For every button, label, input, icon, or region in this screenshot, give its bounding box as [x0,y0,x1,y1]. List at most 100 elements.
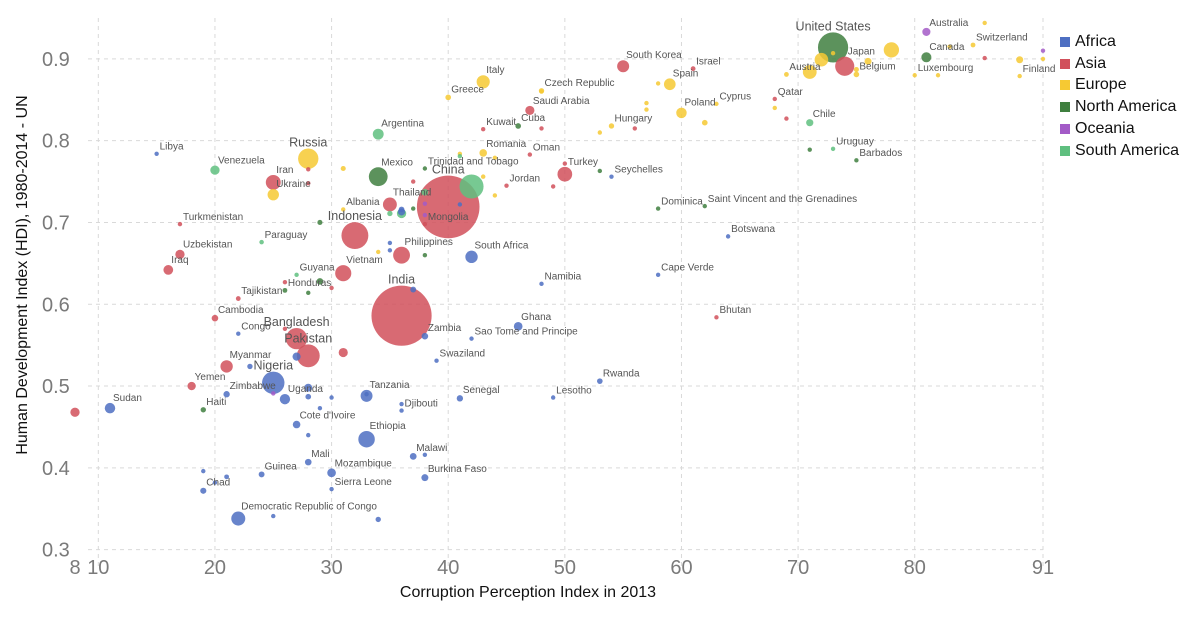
data-point[interactable] [236,331,241,336]
data-point[interactable] [231,511,246,526]
data-point[interactable] [177,221,183,227]
data-point[interactable] [210,165,220,175]
data-point[interactable] [912,73,917,78]
data-point[interactable] [175,249,185,260]
data-point[interactable] [364,392,369,397]
data-point[interactable] [421,332,429,340]
data-point[interactable] [358,430,375,448]
data-point[interactable] [317,405,323,411]
data-point[interactable] [341,207,346,212]
data-point[interactable] [282,279,288,285]
data-point[interactable] [772,105,777,111]
data-point[interactable] [316,278,324,285]
data-point[interactable] [296,344,320,368]
data-point[interactable] [935,73,941,78]
data-point[interactable] [271,513,276,519]
data-point[interactable] [285,327,308,350]
data-point[interactable] [335,265,352,282]
legend-item[interactable]: Europe [1060,75,1179,97]
data-point[interactable] [306,181,311,186]
data-point[interactable] [368,167,388,187]
data-point[interactable] [258,471,265,478]
data-point[interactable] [382,197,397,212]
data-point[interactable] [459,174,484,199]
data-point[interactable] [1040,56,1046,62]
data-point[interactable] [411,179,416,184]
data-point[interactable] [784,72,789,77]
data-point[interactable] [211,314,219,322]
data-point[interactable] [597,378,603,384]
data-point[interactable] [306,432,311,438]
data-point[interactable] [690,66,696,72]
data-point[interactable] [853,71,860,78]
data-point[interactable] [104,402,116,414]
data-point[interactable] [341,222,369,250]
data-point[interactable] [411,206,416,211]
data-point[interactable] [200,487,207,494]
data-point[interactable] [329,486,334,492]
data-point[interactable] [298,148,319,169]
data-point[interactable] [398,206,405,213]
data-point[interactable] [492,193,498,198]
data-point[interactable] [410,286,417,293]
data-point[interactable] [306,290,311,296]
data-point[interactable] [201,468,206,474]
data-point[interactable] [504,183,509,188]
data-point[interactable] [617,60,630,73]
data-point[interactable] [515,123,521,129]
data-point[interactable] [376,249,381,255]
data-point[interactable] [279,393,291,405]
data-point[interactable] [982,55,987,61]
data-point[interactable] [220,360,233,373]
data-point[interactable] [70,407,80,417]
data-point[interactable] [387,248,393,253]
data-point[interactable] [422,252,428,258]
data-point[interactable] [304,383,313,392]
data-point[interactable] [465,250,478,264]
data-point[interactable] [338,347,348,358]
legend-item[interactable]: Asia [1060,53,1179,75]
data-point[interactable] [725,234,731,239]
legend-item[interactable]: South America [1060,140,1179,162]
data-point[interactable] [329,395,334,400]
data-point[interactable] [513,322,523,331]
data-point[interactable] [714,101,719,107]
data-point[interactable] [527,152,533,157]
data-point[interactable] [608,123,615,129]
data-point[interactable] [597,130,603,135]
data-point[interactable] [399,408,404,413]
data-point[interactable] [632,126,638,131]
legend-item[interactable]: North America [1060,96,1179,118]
data-point[interactable] [701,119,708,126]
data-point[interactable] [306,167,311,172]
data-point[interactable] [422,452,428,457]
data-point[interactable] [655,272,661,278]
legend-item[interactable]: Africa [1060,31,1179,53]
data-point[interactable] [525,105,535,116]
data-point[interactable] [434,358,439,363]
data-point[interactable] [814,52,829,67]
data-point[interactable] [982,20,987,26]
data-point[interactable] [714,315,719,320]
data-point[interactable] [317,219,323,226]
data-point[interactable] [422,166,428,171]
data-point[interactable] [421,188,429,196]
data-point[interactable] [655,81,661,86]
data-point[interactable] [187,381,196,391]
data-point[interactable] [644,100,649,106]
data-point[interactable] [947,44,952,49]
data-point[interactable] [883,42,900,58]
legend-item[interactable]: Oceania [1060,118,1179,140]
data-point[interactable] [224,474,230,480]
data-point[interactable] [154,151,159,156]
data-point[interactable] [457,202,463,207]
data-point[interactable] [393,246,410,264]
data-point[interactable] [200,407,206,413]
data-point[interactable] [375,516,381,523]
data-point[interactable] [702,203,707,209]
data-point[interactable] [864,57,872,65]
data-point[interactable] [292,352,301,361]
data-point[interactable] [223,391,230,398]
data-point[interactable] [457,154,463,159]
data-point[interactable] [327,468,336,478]
